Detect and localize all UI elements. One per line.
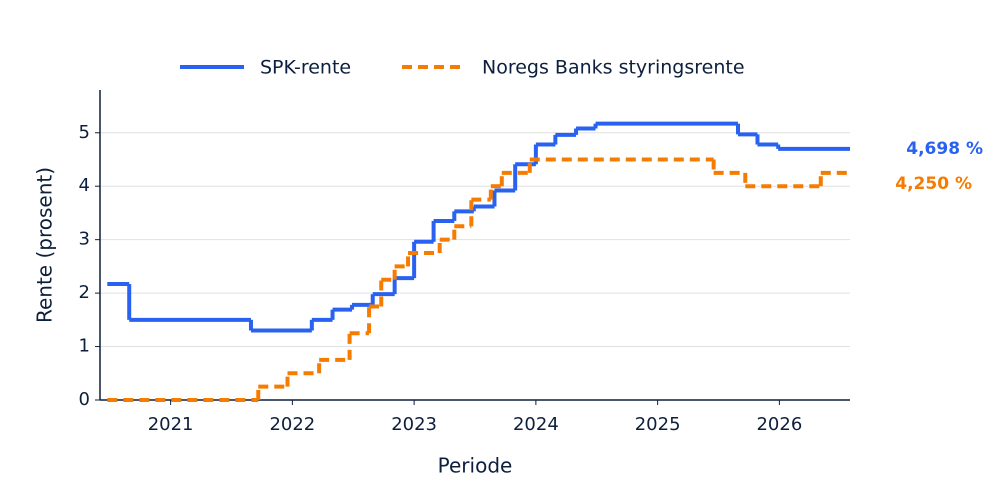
end-label: 4,698 % bbox=[906, 139, 983, 159]
y-tick-label: 0 bbox=[79, 389, 90, 410]
legend-label: Noregs Banks styringsrente bbox=[482, 57, 745, 79]
y-tick-label: 4 bbox=[79, 175, 90, 196]
end-label: 4,250 % bbox=[895, 174, 972, 194]
x-tick-label: 2026 bbox=[756, 414, 802, 435]
legend-label: SPK-rente bbox=[260, 57, 351, 79]
x-tick-label: 2024 bbox=[513, 414, 559, 435]
y-tick-label: 1 bbox=[79, 336, 90, 357]
y-tick-label: 2 bbox=[79, 282, 90, 303]
x-tick-label: 2022 bbox=[269, 414, 315, 435]
y-tick-label: 3 bbox=[79, 229, 90, 250]
x-axis-title: Periode bbox=[438, 454, 513, 478]
y-axis-title: Rente (prosent) bbox=[33, 167, 57, 323]
y-tick-label: 5 bbox=[79, 122, 90, 143]
x-tick-label: 2023 bbox=[391, 414, 437, 435]
x-tick-label: 2021 bbox=[148, 414, 194, 435]
x-tick-label: 2025 bbox=[635, 414, 681, 435]
